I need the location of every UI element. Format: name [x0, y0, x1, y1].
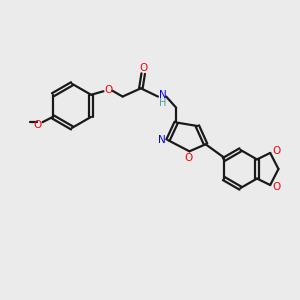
Text: H: H: [159, 98, 167, 108]
Text: O: O: [139, 63, 147, 73]
Text: O: O: [272, 182, 280, 192]
Text: O: O: [185, 153, 193, 163]
Text: O: O: [272, 146, 280, 156]
Text: N: N: [159, 90, 167, 100]
Text: N: N: [158, 134, 165, 145]
Text: O: O: [33, 119, 42, 130]
Text: O: O: [104, 85, 112, 95]
